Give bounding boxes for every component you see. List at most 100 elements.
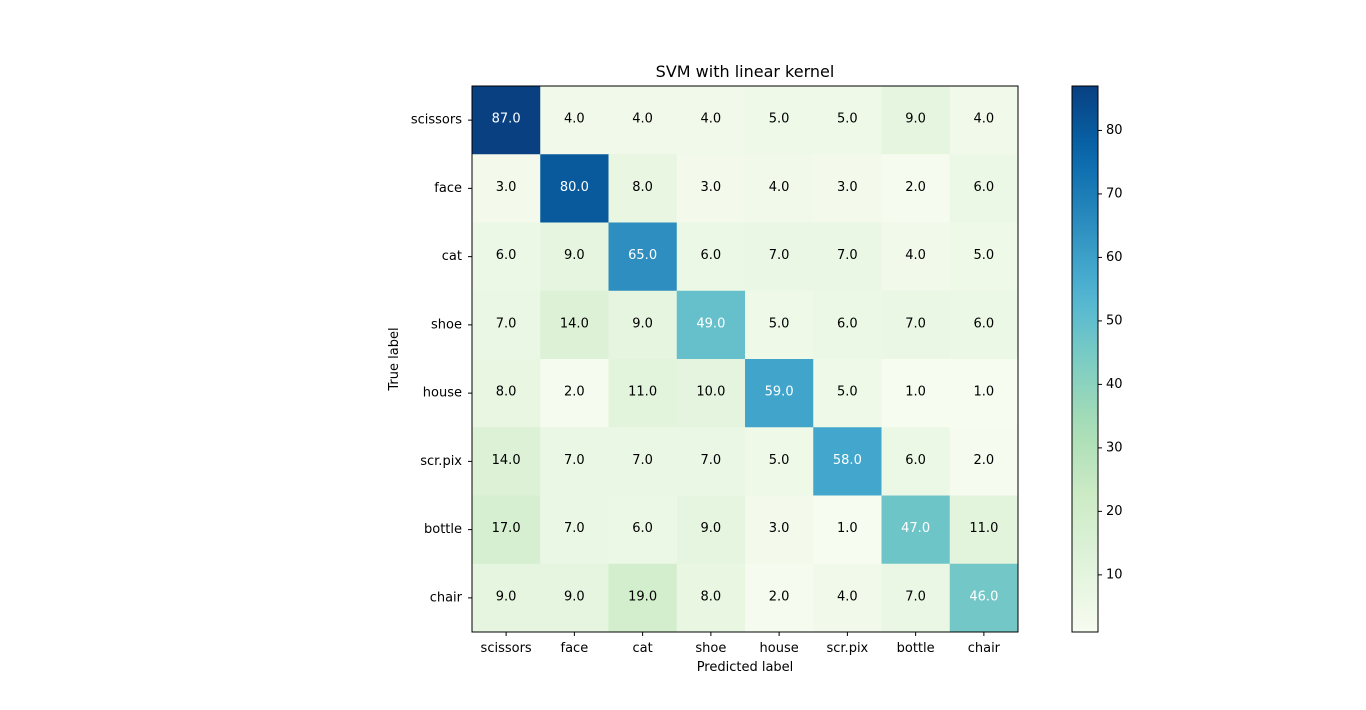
y-tick-label: shoe: [431, 317, 462, 332]
y-tick-label: scissors: [411, 113, 462, 128]
heatmap-cell: [813, 86, 882, 155]
y-tick-label: chair: [430, 590, 463, 605]
x-tick-label: bottle: [897, 641, 935, 656]
heatmap-cell: [472, 427, 541, 496]
cell-value-label: 3.0: [837, 180, 858, 195]
heatmap-cell: [608, 495, 678, 565]
cell-value-label: 9.0: [564, 589, 585, 604]
cell-value-label: 3.0: [701, 180, 722, 195]
colorbar-tick-label: 10: [1106, 567, 1123, 582]
cell-value-label: 19.0: [628, 589, 657, 604]
x-tick-label: face: [561, 641, 589, 656]
cell-value-label: 10.0: [696, 385, 725, 400]
heatmap-cell: [745, 222, 814, 292]
heatmap-cell: [881, 86, 951, 155]
heatmap-cell: [949, 359, 1019, 428]
cell-value-label: 5.0: [769, 112, 790, 127]
cell-value-label: 6.0: [974, 180, 995, 195]
heatmap-cell: [676, 427, 746, 496]
cell-value-label: 7.0: [496, 316, 517, 331]
cell-value-label: 9.0: [632, 316, 653, 331]
cell-value-label: 7.0: [769, 248, 790, 263]
cell-value-label: 9.0: [564, 248, 585, 263]
colorbar-ticks: 10 20 30 40 50 60 70 80: [1098, 123, 1123, 582]
y-tick-label: bottle: [424, 522, 462, 537]
cell-value-label: 14.0: [492, 453, 521, 468]
cell-value-label: 9.0: [905, 112, 926, 127]
y-tick-label: house: [423, 386, 462, 401]
colorbar-tick-label: 20: [1106, 504, 1123, 519]
heatmap-cell: [813, 563, 882, 633]
cell-value-label: 4.0: [905, 248, 926, 263]
cell-value-label: 87.0: [492, 112, 521, 127]
x-tick-label: scissors: [481, 641, 532, 656]
heatmap-cell: [608, 86, 678, 155]
heatmap-cell: [949, 222, 1019, 292]
x-axis-ticks: scissors face cat shoe house scr.pix bottle cha…: [481, 632, 1001, 656]
heatmap-cell: [881, 359, 951, 428]
cell-value-label: 3.0: [769, 521, 790, 536]
heatmap-cell: [949, 86, 1019, 155]
cell-value-label: 7.0: [837, 248, 858, 263]
chart-title: SVM with linear kernel: [656, 62, 835, 81]
heatmap-cell: [745, 154, 814, 223]
heatmap-cell: [540, 222, 609, 292]
cell-value-label: 7.0: [905, 316, 926, 331]
heatmap-cell: [472, 222, 541, 292]
cell-value-label: 1.0: [837, 521, 858, 536]
colorbar-tick-label: 70: [1106, 186, 1123, 201]
heatmap-cell: [540, 563, 609, 633]
cell-value-label: 58.0: [833, 453, 862, 468]
cell-value-label: 3.0: [496, 180, 517, 195]
heatmap-cell: [540, 427, 609, 496]
heatmap-cell: [881, 154, 951, 223]
x-tick-label: cat: [633, 641, 653, 656]
heatmap-cell: [540, 290, 609, 360]
cell-value-label: 5.0: [769, 316, 790, 331]
cell-value-label: 6.0: [905, 453, 926, 468]
cell-value-label: 4.0: [837, 589, 858, 604]
colorbar-tick-label: 80: [1106, 123, 1123, 138]
heatmap-cell: [540, 154, 609, 223]
heatmap-cell: [472, 359, 541, 428]
cell-value-label: 11.0: [628, 385, 657, 400]
cell-value-label: 2.0: [974, 453, 995, 468]
cell-value-label: 7.0: [564, 453, 585, 468]
x-tick-label: chair: [968, 641, 1001, 656]
cell-value-label: 5.0: [837, 112, 858, 127]
colorbar: [1071, 85, 1099, 633]
heatmap-cell: [676, 222, 746, 292]
heatmap-cell: [676, 290, 746, 360]
heatmap-cell: [949, 563, 1019, 633]
cell-value-label: 59.0: [765, 385, 794, 400]
cell-value-label: 9.0: [496, 589, 517, 604]
colorbar-tick-label: 50: [1106, 313, 1123, 328]
heatmap-cell: [745, 359, 814, 428]
cell-value-label: 4.0: [564, 112, 585, 127]
heatmap-cell: [472, 563, 541, 633]
heatmap-cell: [745, 427, 814, 496]
cell-value-label: 9.0: [701, 521, 722, 536]
y-tick-label: face: [434, 181, 462, 196]
cell-value-label: 1.0: [905, 385, 926, 400]
x-tick-label: house: [760, 641, 799, 656]
heatmap-cell: [676, 495, 746, 565]
cell-value-label: 6.0: [974, 316, 995, 331]
heatmap-cell: [813, 154, 882, 223]
heatmap-cell: [949, 495, 1019, 565]
y-tick-label: scr.pix: [420, 454, 462, 469]
cell-value-label: 6.0: [701, 248, 722, 263]
heatmap-cell: [813, 222, 882, 292]
heatmap-cell: [745, 563, 814, 633]
cell-value-label: 6.0: [632, 521, 653, 536]
cell-value-label: 8.0: [701, 589, 722, 604]
plot-frame: [471, 85, 1019, 633]
cell-value-label: 7.0: [905, 589, 926, 604]
cell-value-label: 7.0: [701, 453, 722, 468]
colorbar-tick-label: 60: [1106, 250, 1123, 265]
heatmap-cell-labels: 87.0 4.0 4.0 4.0 5.0 5.0 9.0 4.0 3.0 80.0 8.0 3.0 4.…: [492, 112, 999, 605]
heatmap-cell: [813, 290, 882, 360]
cell-value-label: 17.0: [492, 521, 521, 536]
heatmap-cell: [881, 495, 951, 565]
